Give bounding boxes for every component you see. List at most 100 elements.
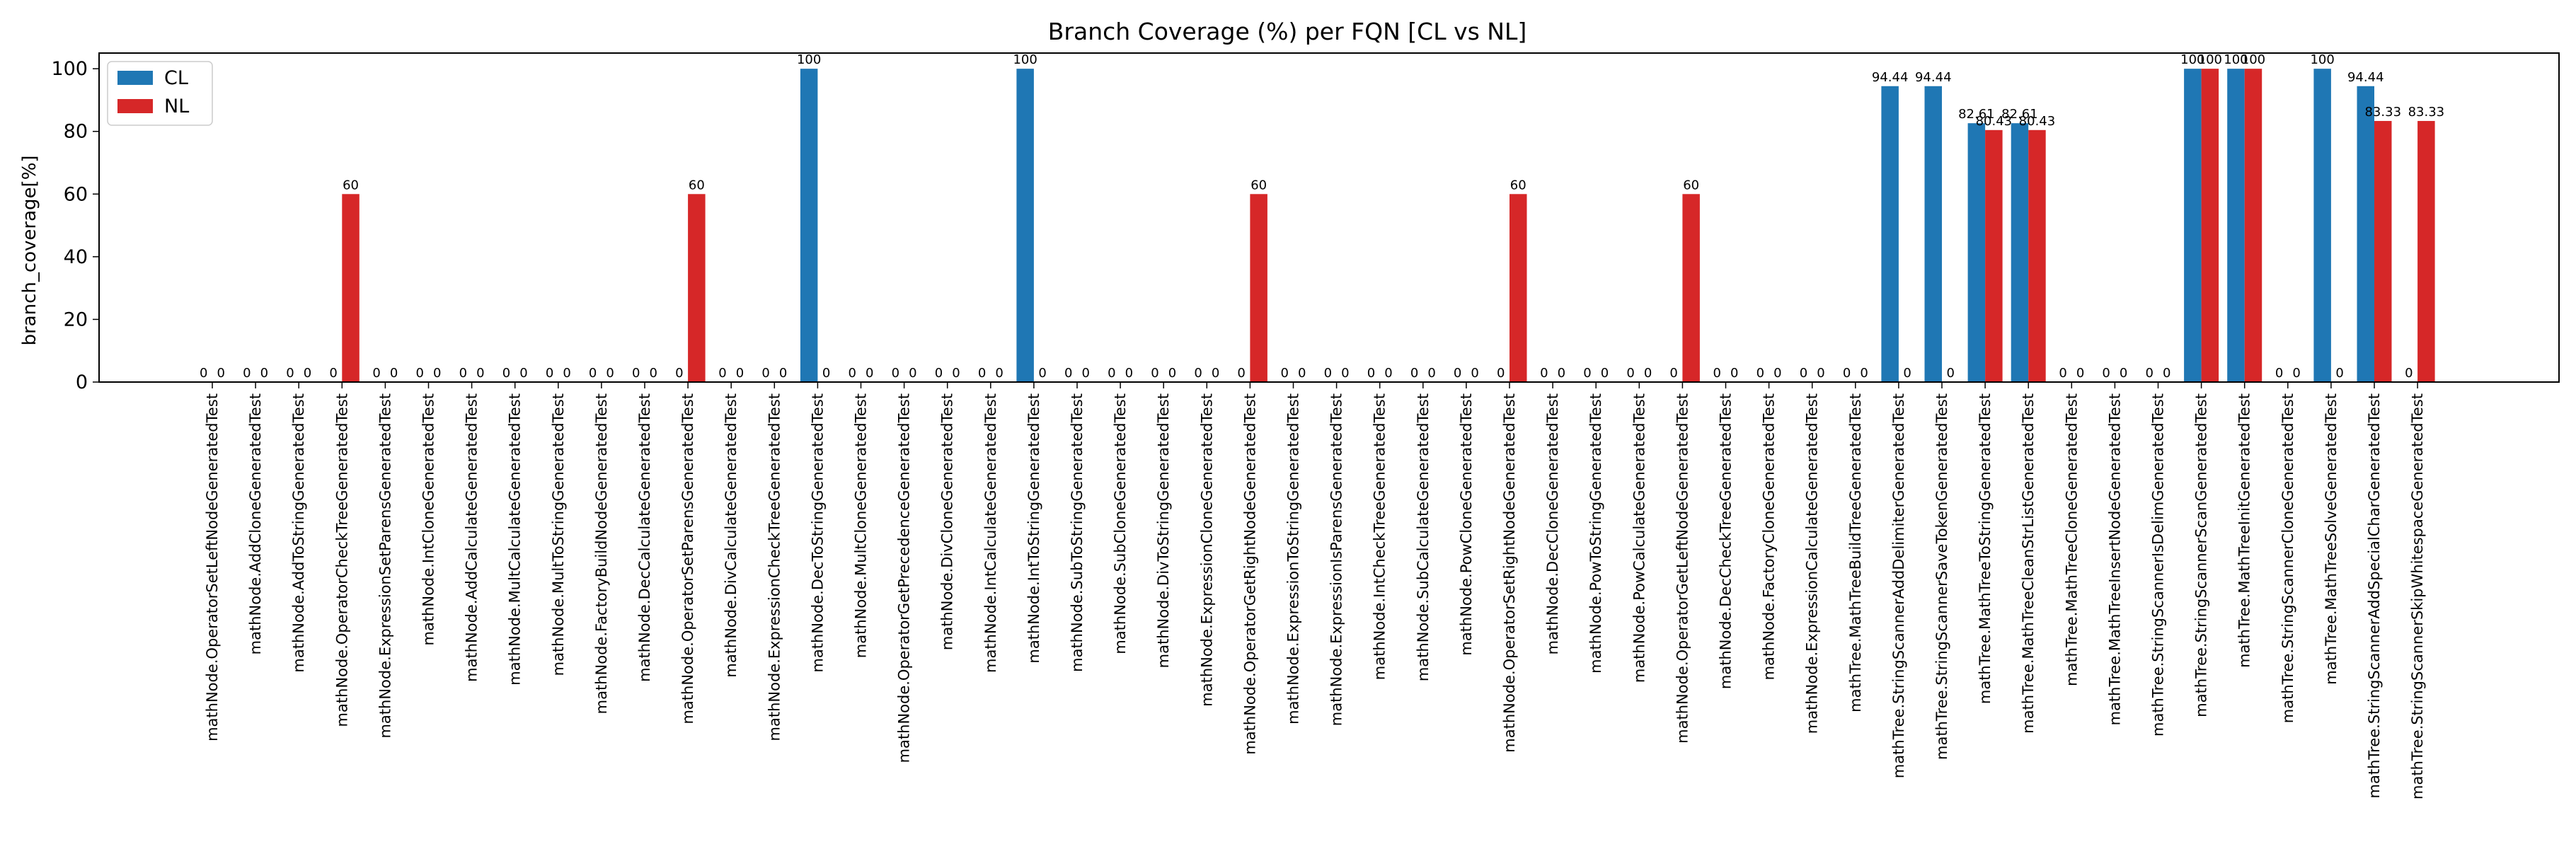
data-label-nl-34: 60 <box>1683 178 1699 192</box>
x-tick-label-48: mathTree.StringScannerCloneGeneratedTest <box>2279 393 2296 723</box>
data-label-nl-24: 60 <box>1250 178 1267 192</box>
data-label-nl-47: 100 <box>2241 52 2265 67</box>
bar-nl-50 <box>2374 120 2392 382</box>
data-label-nl-15: 0 <box>866 366 873 381</box>
data-label-nl-51: 83.33 <box>2408 105 2445 120</box>
data-label-cl-20: 0 <box>1064 366 1072 381</box>
bar-nl-51 <box>2417 120 2435 382</box>
y-tick-label-100: 100 <box>51 58 88 80</box>
data-label-nl-28: 0 <box>1427 366 1435 381</box>
x-tick-label-16: mathNode.OperatorGetPrecedenceGeneratedT… <box>896 393 913 763</box>
data-label-nl-31: 0 <box>1558 366 1565 381</box>
bar-nl-46 <box>2201 69 2219 383</box>
bar-cl-46 <box>2184 69 2202 383</box>
x-tick-label-18: mathNode.IntCalculateGeneratedTest <box>982 393 999 673</box>
x-tick-label-30: mathNode.OperatorSetRightNodeGeneratedTe… <box>1501 393 1518 753</box>
x-tick-label-23: mathNode.ExpressionCloneGeneratedTest <box>1198 393 1215 707</box>
x-tick-label-42: mathTree.MathTreeCleanStrListGeneratedTe… <box>2020 393 2037 734</box>
data-label-cl-2: 0 <box>286 366 294 381</box>
bar-nl-11 <box>688 194 706 382</box>
x-tick-label-11: mathNode.OperatorSetParensGeneratedTest <box>679 393 696 724</box>
legend-label-cl: CL <box>164 67 188 89</box>
x-tick-label-21: mathNode.SubCloneGeneratedTest <box>1112 393 1129 654</box>
bars-layer <box>342 69 2435 383</box>
chart-title: Branch Coverage (%) per FQN [CL vs NL] <box>1048 18 1526 45</box>
x-tick-label-8: mathNode.MultToStringGeneratedTest <box>550 393 567 676</box>
data-label-nl-33: 0 <box>1644 366 1652 381</box>
data-label-cl-29: 0 <box>1454 366 1461 381</box>
x-tick-label-6: mathNode.AddCalculateGeneratedTest <box>464 393 481 682</box>
data-label-cl-1: 0 <box>243 366 251 381</box>
data-label-nl-27: 0 <box>1384 366 1392 381</box>
data-label-cl-9: 0 <box>589 366 597 381</box>
data-label-cl-36: 0 <box>1756 366 1764 381</box>
data-label-cl-43: 0 <box>2059 366 2066 381</box>
x-tick-label-2: mathNode.AddToStringGeneratedTest <box>290 393 307 673</box>
data-label-cl-27: 0 <box>1367 366 1375 381</box>
data-label-cl-16: 0 <box>892 366 899 381</box>
x-tick-label-31: mathNode.DecCloneGeneratedTest <box>1544 393 1561 654</box>
data-label-cl-32: 0 <box>1583 366 1591 381</box>
data-label-nl-3: 60 <box>343 178 359 192</box>
x-tick-label-34: mathNode.OperatorGetLeftNodeGeneratedTes… <box>1674 393 1691 744</box>
bar-cl-50 <box>2357 86 2374 382</box>
data-label-cl-15: 0 <box>849 366 856 381</box>
y-axis-label: branch_coverage[%] <box>19 155 40 345</box>
x-tick-label-5: mathNode.IntCloneGeneratedTest <box>420 393 437 645</box>
x-tick-label-7: mathNode.MultCalculateGeneratedTest <box>507 393 524 686</box>
data-label-nl-37: 0 <box>1817 366 1824 381</box>
data-label-cl-41: 82.61 <box>1958 107 1995 122</box>
x-tick-label-45: mathTree.StringScannerIsDelimGeneratedTe… <box>2150 393 2167 737</box>
data-label-nl-14: 0 <box>822 366 830 381</box>
x-tick-label-32: mathNode.PowToStringGeneratedTest <box>1587 393 1604 674</box>
data-label-nl-16: 0 <box>909 366 916 381</box>
data-label-nl-8: 0 <box>563 366 570 381</box>
data-label-cl-39: 94.44 <box>1872 70 1909 85</box>
data-label-cl-33: 0 <box>1626 366 1634 381</box>
legend-label-nl: NL <box>164 96 189 117</box>
data-label-cl-5: 0 <box>416 366 424 381</box>
x-tick-label-13: mathNode.ExpressionCheckTreeGeneratedTes… <box>766 393 783 741</box>
bar-nl-30 <box>1510 194 1527 382</box>
data-label-nl-49: 0 <box>2335 366 2343 381</box>
data-label-cl-17: 0 <box>935 366 943 381</box>
data-label-cl-25: 0 <box>1281 366 1289 381</box>
x-tick-label-14: mathNode.DecToStringGeneratedTest <box>809 393 826 673</box>
x-tick-label-35: mathNode.DecCheckTreeGeneratedTest <box>1718 393 1735 689</box>
data-label-nl-48: 0 <box>2292 366 2300 381</box>
x-tick-label-41: mathTree.MathTreeToStringGeneratedTest <box>1977 393 1994 704</box>
data-label-nl-13: 0 <box>779 366 787 381</box>
bar-cl-42 <box>2011 123 2029 383</box>
data-label-nl-40: 0 <box>1947 366 1955 381</box>
data-label-cl-40: 94.44 <box>1915 70 1952 85</box>
data-label-cl-50: 94.44 <box>2347 70 2384 85</box>
data-label-nl-22: 0 <box>1168 366 1176 381</box>
data-label-cl-30: 0 <box>1497 366 1505 381</box>
data-label-cl-34: 0 <box>1669 366 1677 381</box>
data-label-nl-10: 0 <box>650 366 657 381</box>
data-label-nl-26: 0 <box>1341 366 1349 381</box>
x-tick-label-38: mathTree.MathTreeBuildTreeGeneratedTest <box>1847 393 1864 712</box>
data-label-nl-5: 0 <box>433 366 441 381</box>
data-label-cl-11: 0 <box>675 366 683 381</box>
data-label-nl-1: 0 <box>260 366 268 381</box>
x-tick-label-46: mathTree.StringScannerScanGeneratedTest <box>2193 393 2210 717</box>
data-label-cl-13: 0 <box>761 366 769 381</box>
y-tick-label-0: 0 <box>76 371 88 393</box>
data-label-cl-4: 0 <box>372 366 380 381</box>
y-tick-label-80: 80 <box>64 121 88 143</box>
bar-cl-40 <box>1924 86 1942 382</box>
data-label-cl-3: 0 <box>329 366 337 381</box>
data-label-nl-9: 0 <box>606 366 614 381</box>
data-label-nl-2: 0 <box>304 366 311 381</box>
x-tick-label-43: mathTree.MathTreeCloneGeneratedTest <box>2063 393 2080 686</box>
data-label-nl-39: 0 <box>1903 366 1911 381</box>
data-label-cl-42: 82.61 <box>2001 107 2038 122</box>
data-label-cl-10: 0 <box>632 366 640 381</box>
x-tick-label-3: mathNode.OperatorCheckTreeGeneratedTest <box>333 393 350 727</box>
x-tick-label-22: mathNode.DivToStringGeneratedTest <box>1155 393 1172 668</box>
x-tick-label-12: mathNode.DivCalculateGeneratedTest <box>723 393 740 678</box>
data-label-nl-18: 0 <box>995 366 1003 381</box>
x-tick-label-17: mathNode.DivCloneGeneratedTest <box>939 393 956 650</box>
